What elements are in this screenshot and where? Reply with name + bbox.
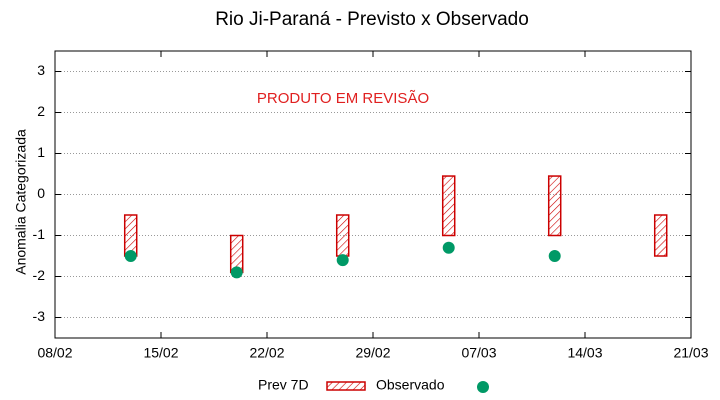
x-tick-label: 07/03 bbox=[461, 345, 496, 361]
forecast-range bbox=[547, 175, 562, 237]
y-axis-label: Anomalia Categorizada bbox=[13, 129, 29, 275]
forecast-range bbox=[335, 214, 350, 257]
y-tick-label: 1 bbox=[37, 144, 45, 160]
chart-title: Rio Ji-Paraná - Previsto x Observado bbox=[215, 9, 529, 30]
y-tick-label: 3 bbox=[37, 62, 45, 78]
observed-point bbox=[230, 266, 243, 279]
legend-swatch bbox=[326, 381, 366, 391]
legend-swatch bbox=[477, 381, 489, 393]
plot-border bbox=[54, 50, 692, 339]
y-tick-label: 0 bbox=[37, 185, 45, 201]
legend-label: Observado bbox=[376, 377, 445, 393]
x-tick-label: 15/02 bbox=[143, 345, 178, 361]
y-tick-label: 2 bbox=[37, 103, 45, 119]
x-tick-label: 14/03 bbox=[567, 345, 602, 361]
forecast-range bbox=[441, 175, 456, 237]
x-tick-label: 21/03 bbox=[673, 345, 708, 361]
observed-point bbox=[442, 241, 455, 254]
forecast-range bbox=[123, 214, 138, 257]
observed-point bbox=[124, 250, 137, 262]
x-tick-label: 08/02 bbox=[37, 345, 72, 361]
observed-point bbox=[548, 250, 561, 262]
x-tick-label: 22/02 bbox=[249, 345, 284, 361]
x-tick-label: 29/02 bbox=[355, 345, 390, 361]
annotation: PRODUTO EM REVISÃO bbox=[257, 90, 429, 107]
y-tick-label: -3 bbox=[33, 308, 46, 324]
y-tick-label: -2 bbox=[33, 267, 46, 283]
legend-label: Prev 7D bbox=[258, 377, 309, 393]
y-tick-label: -1 bbox=[33, 226, 46, 242]
forecast-range bbox=[653, 214, 668, 257]
observed-point bbox=[336, 254, 349, 267]
